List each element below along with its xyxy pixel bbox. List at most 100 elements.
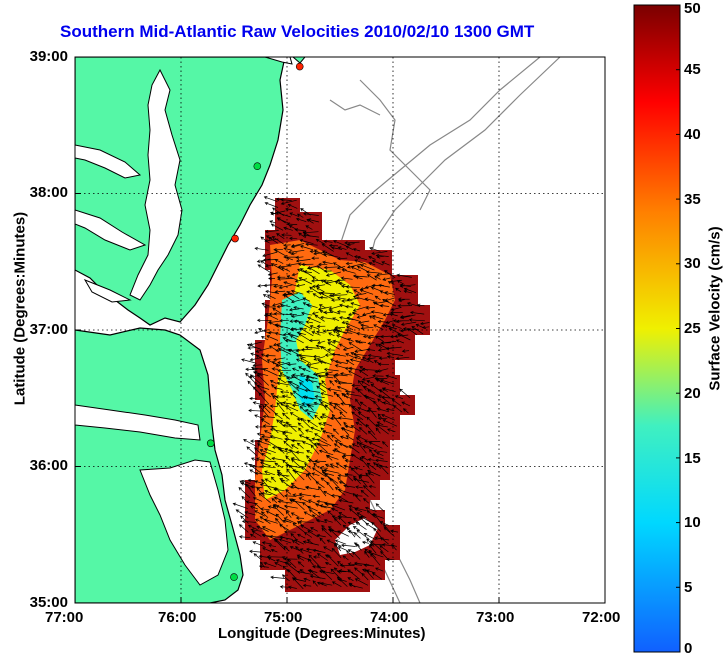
velocity-arrow bbox=[277, 499, 292, 504]
velocity-arrow bbox=[367, 551, 384, 558]
velocity-arrow bbox=[254, 425, 265, 429]
velocity-arrow bbox=[270, 548, 278, 553]
velocity-arrow bbox=[364, 506, 377, 512]
velocity-arrow bbox=[332, 406, 342, 412]
velocity-arrow bbox=[321, 570, 333, 580]
chesapeake-bay bbox=[129, 68, 183, 301]
velocity-arrow bbox=[289, 546, 300, 551]
velocity-arrow bbox=[344, 424, 353, 429]
velocity-arrow bbox=[238, 535, 251, 539]
velocity-arrow bbox=[304, 409, 318, 414]
velocity-arrow bbox=[262, 368, 278, 376]
velocity-arrow bbox=[290, 512, 299, 517]
velocity-arrow bbox=[323, 252, 339, 258]
velocity-arrow bbox=[379, 521, 390, 526]
velocity-arrow bbox=[320, 581, 333, 586]
velocity-arrow bbox=[356, 441, 367, 454]
velocity-arrow bbox=[306, 290, 314, 294]
velocity-arrow bbox=[327, 348, 335, 352]
velocity-arrow bbox=[351, 383, 361, 388]
velocity-arrow bbox=[264, 489, 278, 497]
velocity-arrow bbox=[339, 372, 353, 376]
velocity-arrow bbox=[333, 543, 342, 552]
velocity-arrow bbox=[372, 301, 383, 308]
velocity-arrow bbox=[295, 450, 304, 455]
velocity-arrow bbox=[350, 352, 361, 358]
velocity-arrow bbox=[306, 303, 318, 309]
velocity-arrow bbox=[357, 340, 367, 344]
velocity-arrow bbox=[296, 213, 304, 218]
velocity-arrow bbox=[261, 452, 272, 461]
velocity-arrow bbox=[276, 344, 286, 350]
velocity-arrow bbox=[401, 349, 410, 353]
velocity-arrow bbox=[261, 434, 276, 439]
velocity-arrow bbox=[353, 289, 362, 295]
velocity-arrow bbox=[288, 312, 297, 317]
velocity-arrow bbox=[416, 303, 425, 307]
velocity-arrow bbox=[283, 504, 298, 509]
velocity-arrow bbox=[359, 289, 374, 295]
velocity-arrow bbox=[274, 323, 291, 329]
velocity-arrow bbox=[323, 279, 333, 283]
velocity-arrow bbox=[352, 247, 361, 252]
velocity-arrow bbox=[329, 463, 339, 469]
velocity-arrow bbox=[344, 459, 354, 463]
velocity-arrow bbox=[316, 533, 326, 538]
velocity-arrow bbox=[336, 310, 346, 314]
velocity-arrow bbox=[346, 550, 354, 558]
velocity-arrow bbox=[275, 517, 286, 531]
velocity-arrow bbox=[327, 387, 342, 392]
velocity-arrow bbox=[292, 390, 304, 399]
velocity-arrow bbox=[333, 443, 341, 448]
velocity-arrow bbox=[353, 532, 361, 539]
velocity-arrow bbox=[365, 423, 376, 436]
velocity-arrow bbox=[345, 353, 355, 358]
velocity-arrow bbox=[260, 336, 269, 341]
velocity-arrow bbox=[286, 559, 297, 568]
velocity-arrow bbox=[278, 448, 290, 454]
velocity-arrow bbox=[334, 325, 346, 330]
velocity-arrow bbox=[306, 450, 313, 454]
velocity-arrow bbox=[271, 498, 278, 504]
velocity-arrow bbox=[264, 478, 272, 483]
velocity-arrow bbox=[376, 407, 390, 413]
velocity-arrow bbox=[318, 569, 335, 575]
velocity-arrow bbox=[298, 353, 313, 358]
velocity-arrow bbox=[290, 289, 304, 295]
velocity-arrow bbox=[254, 518, 264, 524]
velocity-arrow bbox=[323, 367, 339, 372]
velocity-arrow bbox=[355, 398, 362, 407]
velocity-arrow bbox=[382, 419, 398, 427]
velocity-arrow bbox=[287, 362, 297, 367]
velocity-arrow bbox=[260, 491, 272, 496]
velocity-arrow bbox=[290, 444, 299, 450]
velocity-arrow bbox=[363, 498, 370, 504]
velocity-arrow bbox=[338, 343, 348, 349]
colorbar-tick-label: 10 bbox=[684, 514, 701, 531]
velocity-arrow bbox=[358, 427, 368, 435]
velocity-arrow bbox=[260, 418, 270, 425]
velocity-arrow bbox=[328, 309, 340, 315]
velocity-arrow bbox=[334, 372, 348, 377]
velocity-arrow bbox=[377, 413, 383, 420]
velocity-arrow bbox=[315, 283, 326, 288]
velocity-arrow bbox=[339, 435, 349, 440]
velocity-arrow bbox=[310, 426, 322, 432]
velocity-arrow bbox=[285, 421, 297, 433]
velocity-arrow bbox=[266, 294, 276, 300]
velocity-arrow bbox=[322, 260, 333, 265]
velocity-arrow bbox=[314, 373, 328, 377]
velocity-arrow bbox=[238, 486, 251, 498]
station-marker bbox=[206, 439, 215, 448]
velocity-arrow bbox=[284, 561, 298, 572]
velocity-arrow bbox=[384, 291, 395, 295]
velocity-arrow bbox=[254, 480, 265, 484]
velocity-arrow bbox=[255, 354, 270, 364]
velocity-arrow bbox=[251, 530, 262, 537]
velocity-arrow bbox=[277, 374, 286, 378]
velocity-arrow bbox=[403, 287, 417, 294]
velocity-arrow bbox=[263, 430, 272, 435]
velocity-arrow bbox=[277, 377, 286, 384]
velocity-arrow bbox=[345, 285, 360, 289]
